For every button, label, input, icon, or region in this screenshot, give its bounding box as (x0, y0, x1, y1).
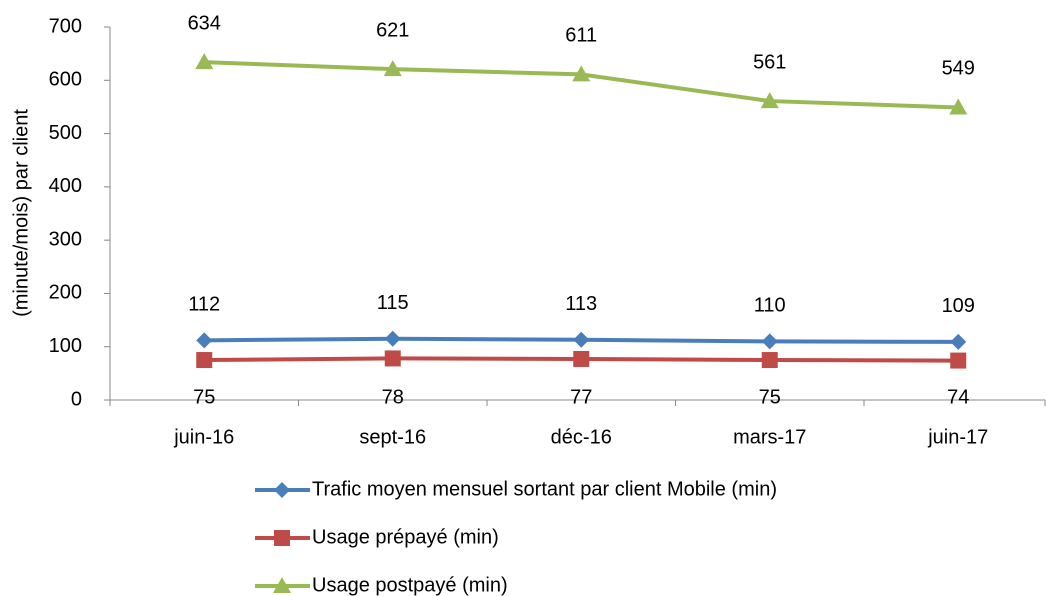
legend-label: Usage postpayé (min) (312, 574, 508, 596)
data-label: 561 (753, 51, 786, 73)
marker (196, 352, 213, 369)
marker (950, 352, 967, 369)
data-label: 115 (377, 292, 409, 314)
marker (573, 331, 590, 348)
data-label: 75 (193, 386, 215, 408)
data-label: 549 (942, 58, 975, 80)
x-tick-label: mars-17 (733, 426, 806, 448)
marker (384, 330, 401, 347)
y-tick-label: 100 (49, 335, 82, 357)
marker (760, 92, 779, 109)
data-label: 74 (947, 386, 969, 408)
marker (949, 98, 968, 115)
data-label: 112 (188, 294, 220, 316)
data-label: 77 (570, 386, 592, 408)
data-label: 611 (565, 25, 597, 47)
y-tick-label: 300 (49, 228, 82, 250)
marker (195, 53, 214, 70)
legend-label: Trafic moyen mensuel sortant par client … (312, 478, 777, 500)
marker (761, 352, 778, 369)
marker (950, 333, 967, 350)
marker (384, 350, 401, 367)
marker (273, 577, 291, 593)
marker (274, 482, 290, 498)
y-tick-label: 500 (49, 122, 82, 144)
marker (383, 60, 402, 77)
data-label: 109 (942, 295, 975, 317)
marker (761, 333, 778, 350)
legend-label: Usage prépayé (min) (312, 526, 499, 548)
x-tick-label: sept-16 (359, 426, 426, 448)
y-tick-label: 0 (71, 388, 82, 410)
marker (274, 530, 290, 546)
data-label: 110 (754, 295, 786, 317)
y-tick-label: 700 (49, 15, 82, 37)
x-tick-label: déc-16 (551, 426, 612, 448)
y-tick-label: 200 (49, 282, 82, 304)
x-tick-label: juin-17 (927, 426, 988, 448)
data-label: 75 (759, 386, 781, 408)
marker (196, 332, 213, 349)
y-tick-label: 600 (49, 69, 82, 91)
data-label: 621 (376, 19, 409, 41)
y-tick-label: 400 (49, 175, 82, 197)
data-label: 634 (188, 12, 221, 34)
marker (573, 350, 590, 367)
y-axis-title: (minute/mois) par client (10, 109, 32, 317)
data-label: 78 (382, 386, 404, 408)
marker (572, 65, 591, 82)
x-tick-label: juin-16 (173, 426, 234, 448)
data-label: 113 (565, 293, 597, 315)
